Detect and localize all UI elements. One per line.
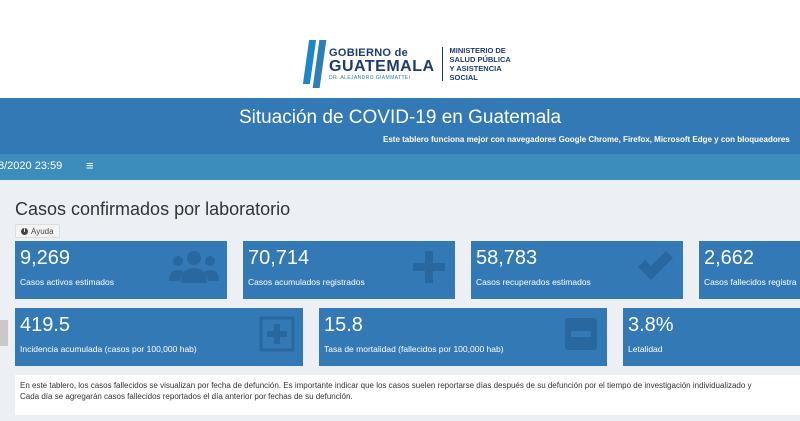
- main-content: Casos confirmados por laboratorio i Ayud…: [0, 180, 800, 421]
- stat-box-lethality: 3.8% Letalidad: [623, 308, 800, 366]
- stat-box-incidence: 419.5 Incidencia acumulada (casos por 10…: [15, 308, 303, 366]
- stat-label: Casos fallecidos registra: [704, 277, 797, 287]
- note-line: En este tablero, los casos fallecidos se…: [20, 381, 752, 390]
- logo-stripes-icon: [302, 40, 327, 88]
- dashboard-header: Situación de COVID-19 en Guatemala Este …: [0, 98, 800, 154]
- logo-bar: GOBIERNO de GUATEMALA DR. ALEJANDRO GIAM…: [0, 0, 800, 98]
- ministry-line: MINISTERIO DE: [449, 46, 506, 55]
- minus-square-icon: [565, 318, 597, 350]
- logo-line3: DR. ALEJANDRO GIAMMATTEI: [329, 75, 411, 81]
- stat-box-active-cases: 9,269 Casos activos estimados: [15, 241, 227, 299]
- stat-label: Incidencia acumulada (casos por 100,000 …: [20, 344, 197, 354]
- stat-value: 3.8%: [628, 314, 674, 336]
- stat-value: 2,662: [704, 247, 755, 269]
- plus-icon: [413, 251, 445, 283]
- info-icon: i: [21, 227, 28, 235]
- top-navbar: 8/2020 23:59 ≡: [0, 154, 800, 180]
- logo-line1: GOBIERNO de: [329, 47, 409, 59]
- stat-value: 419.5: [20, 314, 71, 336]
- sidebar-scroll-handle[interactable]: [0, 320, 8, 346]
- menu-toggle-icon[interactable]: ≡: [86, 158, 94, 173]
- stat-value: 9,269: [20, 247, 71, 269]
- check-icon: [638, 251, 673, 280]
- deceased-info-note: En este tablero, los casos fallecidos se…: [15, 375, 800, 415]
- note-line: Cada día se agregarán casos fallecidos r…: [20, 392, 353, 401]
- page-title: Situación de COVID-19 en Guatemala: [238, 107, 562, 128]
- update-timestamp: 8/2020 23:59: [0, 160, 63, 172]
- stat-box-deceased-cases: 2,662 Casos fallecidos registra: [699, 241, 800, 299]
- stat-value: 58,783: [476, 247, 538, 269]
- help-label: Ayuda: [31, 226, 54, 236]
- browser-notice: Este tablero funciona mejor con navegado…: [383, 135, 790, 144]
- stat-label: Tasa de mortalidad (fallecidos por 100,0…: [324, 344, 504, 354]
- stat-label: Letalidad: [628, 344, 663, 354]
- ministry-line: Y ASISTENCIA: [449, 64, 502, 73]
- government-logo: GOBIERNO de GUATEMALA DR. ALEJANDRO GIAM…: [302, 38, 511, 90]
- logo-line2: GUATEMALA: [329, 58, 435, 75]
- stat-value: 15.8: [324, 314, 363, 336]
- logo-separator: [441, 47, 443, 81]
- section-title: Casos confirmados por laboratorio: [15, 199, 291, 219]
- stat-label: Casos activos estimados: [20, 277, 115, 287]
- stat-box-mortality-rate: 15.8 Tasa de mortalidad (fallecidos por …: [319, 308, 607, 366]
- stat-label: Casos acumulados registrados: [248, 277, 365, 287]
- users-icon: [169, 251, 219, 283]
- stat-box-recovered-cases: 58,783 Casos recuperados estimados: [471, 241, 683, 299]
- ministry-name: MINISTERIO DE SALUD PÚBLICA Y ASISTENCIA…: [450, 46, 511, 82]
- help-button[interactable]: i Ayuda: [15, 224, 60, 238]
- stat-box-accumulated-cases: 70,714 Casos acumulados registrados: [243, 241, 455, 299]
- stat-label: Casos recuperados estimados: [476, 277, 591, 287]
- ministry-line: SOCIAL: [449, 73, 478, 82]
- ministry-line: SALUD PÚBLICA: [449, 55, 511, 64]
- stat-value: 70,714: [248, 247, 310, 269]
- plus-square-icon: [259, 316, 295, 352]
